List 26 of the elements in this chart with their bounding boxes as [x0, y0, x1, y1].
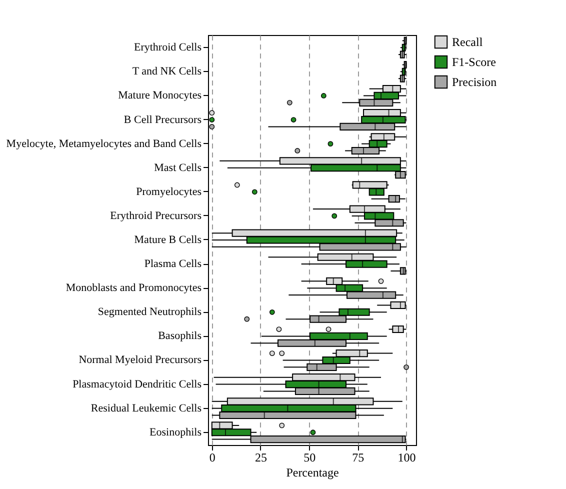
legend-label: Precision	[452, 75, 497, 89]
x-tick-label: 50	[304, 450, 316, 464]
y-tick-label: T and NK Cells	[132, 66, 202, 78]
x-axis-title: Percentage	[286, 466, 339, 480]
y-tick-label: B Cell Precursors	[124, 114, 202, 126]
y-tick-label: Plasmacytoid Dendritic Cells	[72, 378, 202, 390]
y-tick-label: Eosinophils	[150, 426, 202, 438]
legend-label: F1-Score	[452, 55, 496, 69]
y-tick-label: Erythroid Precursors	[110, 210, 202, 222]
y-tick-label: Erythroid Cells	[134, 42, 202, 54]
y-tick-label: Promyelocytes	[136, 186, 202, 198]
y-tick-label: Mast Cells	[154, 162, 202, 174]
y-tick-label: Mature B Cells	[134, 234, 202, 246]
y-tick-label: Segmented Neutrophils	[98, 306, 202, 318]
x-tick-label: 100	[398, 450, 416, 464]
x-tick-label: 0	[209, 450, 216, 464]
y-tick-label: Normal Myeloid Precursors	[78, 354, 202, 366]
y-tick-label: Mature Monocytes	[118, 90, 202, 102]
x-tick-label: 25	[254, 450, 267, 464]
y-tick-label: Myelocyte, Metamyelocytes and Band Cells	[6, 138, 202, 150]
y-tick-label: Residual Leukemic Cells	[90, 402, 202, 414]
legend-label: Recall	[452, 35, 484, 49]
y-tick-label: Plasma Cells	[144, 258, 202, 270]
y-tick-label: Basophils	[158, 330, 202, 342]
y-tick-label: Monoblasts and Promonocytes	[66, 282, 202, 294]
x-tick-label: 75	[352, 450, 364, 464]
